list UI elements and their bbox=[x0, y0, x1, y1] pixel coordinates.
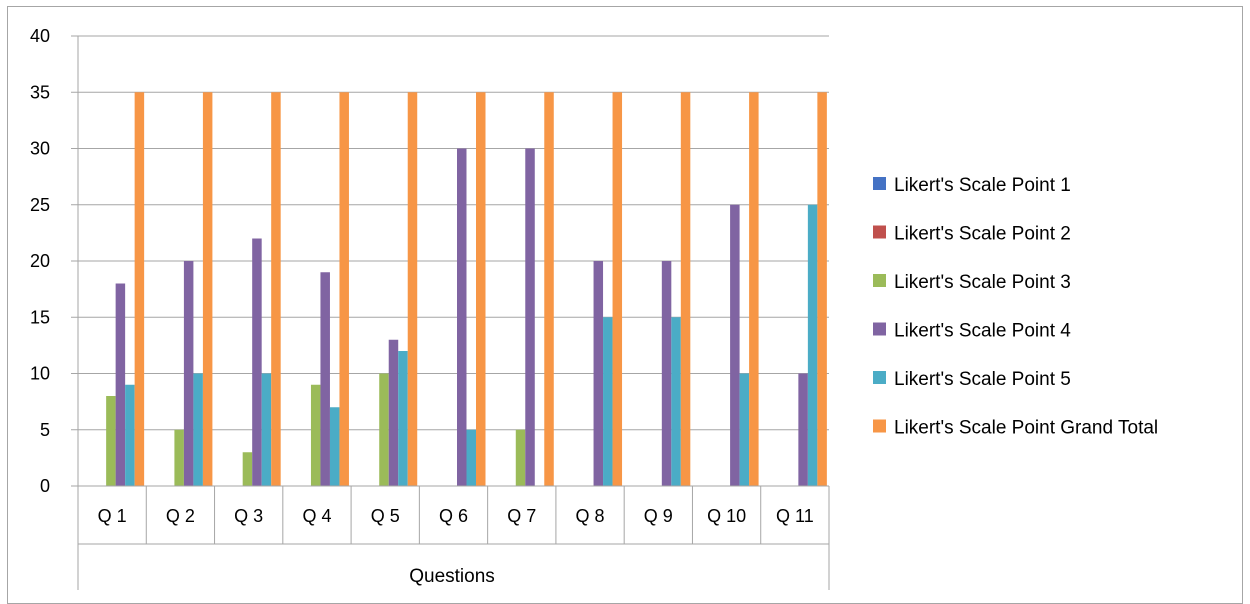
bar bbox=[466, 429, 476, 486]
bar bbox=[183, 261, 194, 486]
x-tick-label: Q 3 bbox=[234, 506, 263, 526]
bar bbox=[398, 351, 408, 486]
y-tick-label: 40 bbox=[30, 26, 50, 46]
bar bbox=[379, 373, 389, 486]
bar bbox=[457, 148, 467, 486]
bar bbox=[115, 283, 126, 486]
x-tick-label: Q 2 bbox=[166, 506, 195, 526]
bar bbox=[193, 373, 203, 486]
x-tick-label: Q 6 bbox=[439, 506, 468, 526]
legend-entry-label: Likert's Scale Point Grand Total bbox=[894, 418, 1158, 439]
bar bbox=[339, 92, 349, 486]
bar bbox=[749, 92, 759, 486]
bar bbox=[242, 452, 253, 486]
bar bbox=[730, 204, 740, 486]
y-tick-label: 10 bbox=[30, 364, 50, 384]
bar bbox=[739, 373, 750, 486]
legend-swatch bbox=[873, 177, 886, 190]
bar bbox=[515, 429, 526, 486]
legend-entry-label: Likert's Scale Point 4 bbox=[894, 321, 1071, 342]
y-tick-label: 20 bbox=[30, 251, 50, 271]
y-tick-labels: 0 5 10 15 20 25 30 35 40 bbox=[30, 26, 50, 496]
bar bbox=[407, 92, 418, 486]
bar bbox=[544, 92, 554, 486]
bar bbox=[125, 384, 135, 486]
bar bbox=[612, 92, 623, 486]
x-tick-label: Q 4 bbox=[302, 506, 331, 526]
bars bbox=[106, 92, 827, 486]
bar bbox=[671, 317, 681, 486]
legend-swatch bbox=[873, 274, 886, 287]
bar bbox=[329, 407, 340, 486]
legend-entry-label: Likert's Scale Point 5 bbox=[894, 369, 1071, 390]
bar bbox=[798, 373, 808, 486]
y-tick-label: 30 bbox=[30, 139, 50, 159]
x-tick-label: Q 5 bbox=[371, 506, 400, 526]
bar bbox=[174, 429, 184, 486]
x-tick-label: Q 1 bbox=[98, 506, 127, 526]
legend-entry-label: Likert's Scale Point 2 bbox=[894, 224, 1071, 245]
legend-swatch bbox=[873, 371, 886, 384]
x-axis-title: Questions bbox=[409, 566, 495, 587]
bar bbox=[310, 384, 321, 486]
legend: Likert's Scale Point 1 Likert's Scale Poi… bbox=[873, 175, 1158, 439]
bar bbox=[320, 272, 330, 486]
legend-swatch bbox=[873, 225, 886, 239]
bar bbox=[476, 92, 486, 486]
bar bbox=[680, 92, 691, 486]
legend-swatch bbox=[873, 322, 886, 336]
x-tick-label: Q 9 bbox=[644, 506, 673, 526]
bar bbox=[661, 261, 672, 486]
bar bbox=[261, 373, 272, 486]
x-tick-labels: Q 1 Q 2 Q 3 Q 4 Q 5 Q 6 Q 7 Q 8 Q 9 Q 10 Q 11 bbox=[98, 506, 814, 526]
legend-entry-label: Likert's Scale Point 1 bbox=[894, 175, 1071, 196]
bar bbox=[134, 92, 145, 486]
bar bbox=[252, 238, 262, 486]
bar bbox=[817, 92, 827, 486]
bar bbox=[106, 396, 116, 486]
bar bbox=[807, 204, 818, 486]
x-tick-label: Q 8 bbox=[576, 506, 605, 526]
bar bbox=[388, 339, 399, 486]
y-tick-label: 0 bbox=[40, 476, 50, 496]
y-tick-label: 5 bbox=[40, 420, 50, 440]
legend-swatch bbox=[873, 419, 886, 433]
x-tick-label: Q 11 bbox=[776, 506, 814, 526]
bar bbox=[271, 92, 281, 486]
legend-entry-label: Likert's Scale Point 3 bbox=[894, 272, 1071, 293]
axes bbox=[77, 36, 830, 590]
y-tick-label: 25 bbox=[30, 195, 50, 215]
bar bbox=[525, 148, 535, 486]
bar bbox=[202, 92, 213, 486]
bar bbox=[603, 317, 613, 486]
bar bbox=[593, 261, 604, 486]
y-tick-label: 35 bbox=[30, 82, 50, 102]
x-tick-label: Q 10 bbox=[707, 506, 746, 526]
x-tick-label: Q 7 bbox=[507, 506, 536, 526]
y-tick-label: 15 bbox=[30, 307, 50, 327]
